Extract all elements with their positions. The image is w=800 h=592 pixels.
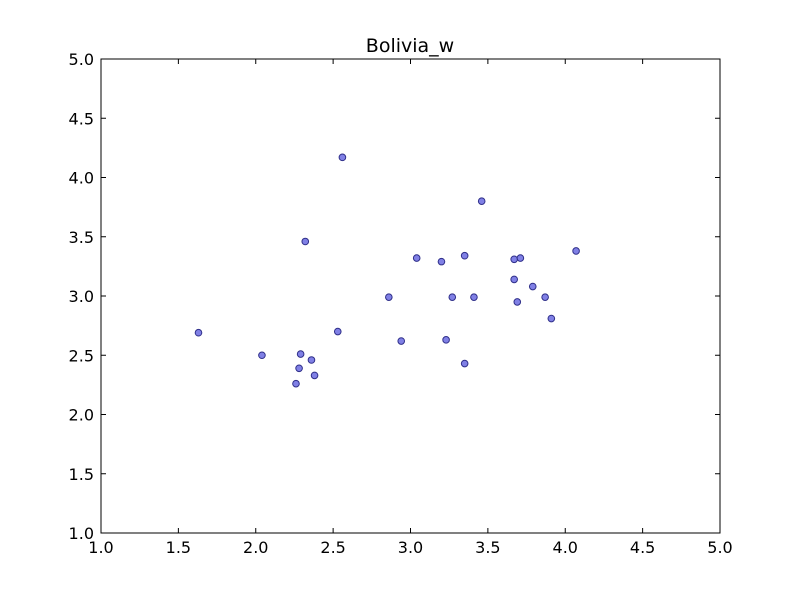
data-point [572,247,580,255]
data-point [510,255,518,264]
x-tick-label: 5.0 [707,538,732,557]
data-point [470,293,478,301]
data-point [258,351,266,360]
y-tick-label: 2.0 [69,406,94,425]
axes-frame [100,58,721,534]
data-point [442,336,450,344]
y-tick-label: 3.5 [69,228,94,247]
data-point [397,337,406,345]
data-point [296,350,305,358]
data-point [516,254,525,262]
data-point [292,379,300,388]
data-point [460,359,469,368]
x-tick-label: 3.5 [475,538,500,557]
data-point [513,298,522,306]
x-tick-label: 2.0 [243,538,268,557]
data-point [301,237,310,246]
x-tick-label: 1.5 [166,538,191,557]
data-point [412,254,421,262]
y-tick-label: 1.5 [69,465,94,484]
y-tick-label: 3.0 [69,287,94,306]
data-point [547,314,556,323]
x-tick-label: 4.0 [553,538,578,557]
y-tick-label: 1.0 [69,524,94,543]
data-point [437,257,446,266]
chart-title: Bolivia_w [366,35,454,57]
data-point [333,327,342,336]
data-point [310,371,319,380]
plot-area: 1.0 1.5 2.0 2.5 3.0 3.5 4.0 4.5 5.0 1.0 1.5 2.0 2.5 3… [69,50,733,557]
y-tick-label: 4.0 [69,169,94,188]
x-tick-label: 1.0 [88,538,113,557]
data-point [194,328,203,337]
data-point [460,251,469,260]
y-tick-label: 2.5 [69,346,94,365]
data-point [510,275,518,284]
data-point [448,293,457,301]
x-tick-label: 4.5 [630,538,655,557]
y-tick-label: 5.0 [69,50,94,69]
data-point [541,293,549,301]
data-point [385,293,393,301]
data-point [338,153,347,162]
data-point [528,282,537,291]
y-tick-label: 4.5 [69,109,94,128]
data-point [477,197,486,205]
x-tick-label: 3.0 [398,538,423,557]
data-point [295,364,303,373]
data-point [307,356,316,364]
x-tick-label: 2.5 [320,538,345,557]
